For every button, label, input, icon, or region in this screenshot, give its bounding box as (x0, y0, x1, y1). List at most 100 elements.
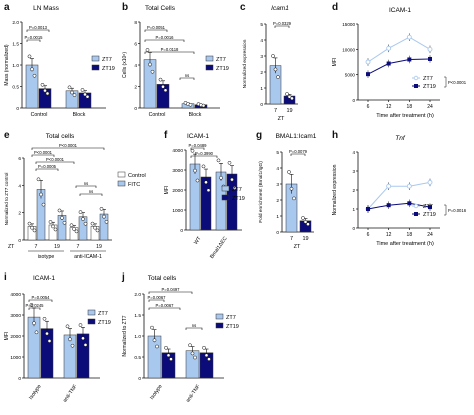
data-point (145, 48, 150, 52)
significance-label: P=0.0118 (161, 47, 179, 52)
series-line (367, 181, 431, 210)
significance-label: P=0.0016 (155, 35, 174, 40)
data-point (195, 178, 200, 183)
data-point (193, 355, 197, 360)
data-point (427, 46, 433, 52)
data-point (188, 102, 193, 107)
panel-i: i ICAM-1 0 1000 2000 3000 4000 MFI Isotype anti-… (0, 270, 118, 410)
x-tick-label: 7 (274, 108, 277, 114)
data-point (68, 337, 72, 342)
data-point (206, 188, 211, 193)
data-point (102, 214, 106, 219)
panel-d-chart: ICAM-1 0 5000 10000 15000 MFI 6 12 18 24 Time afte… (332, 7, 467, 119)
chart-title: Tnf (395, 135, 406, 142)
y-tick-label: 0 (180, 228, 183, 234)
data-point (39, 192, 43, 197)
data-point (271, 54, 275, 58)
significance-bracket (444, 204, 447, 216)
data-point (78, 210, 83, 214)
significance-label: P=0.3990 (195, 151, 214, 156)
y-tick-label: 5 (276, 150, 279, 156)
panel-j-chart: Total cells 0 0.5 1.0 1.5 2.0 Normalized to ZT… (122, 275, 239, 404)
data-point (81, 336, 85, 341)
y-tick-label: 2000 (172, 188, 183, 194)
y-axis-label: MFI (4, 332, 10, 341)
significance-label: P=0.0016 (448, 208, 467, 213)
x-axis-label: ZT (278, 116, 285, 122)
y-tick-label: 4 (260, 38, 263, 44)
panel-i-chart: ICAM-1 0 1000 2000 3000 4000 MFI Isotype anti-TN… (4, 275, 111, 404)
panel-c-letter: c (240, 2, 246, 13)
panel-h: h Tnf 0 1 2 3 4 Normalized expression 6 12 18 24 Ti… (328, 128, 474, 270)
legend-swatch (91, 64, 100, 71)
y-tick-label: 1 (276, 214, 279, 220)
significance-bracket (31, 147, 105, 150)
y-tick-label: 0 (134, 106, 137, 112)
panel-e-chart: Total cells 0 2 4 6 Normalized to ZT7 control… (4, 133, 146, 260)
legend-swatch (221, 194, 230, 201)
significance-label: P=0.0051 (147, 25, 166, 30)
y-tick-label: 0.5 (12, 85, 19, 91)
y-tick-label: 2000 (10, 334, 21, 340)
data-point (69, 223, 74, 228)
y-tick-label: 3 (352, 169, 355, 174)
legend-swatch (215, 313, 224, 320)
y-tick-label: 1 (260, 86, 263, 92)
significance-bracket (26, 29, 50, 32)
data-point (163, 88, 168, 93)
x-tick-label: Block (189, 112, 202, 118)
data-point (232, 186, 237, 190)
panel-g-chart: BMAL1:Icam1 0 1 2 3 4 5 Fold enrichment (Bmal1/… (258, 133, 317, 250)
x-tick-label: 6 (367, 104, 370, 110)
data-point (53, 227, 58, 232)
data-point (201, 103, 206, 108)
chart-title: Total cells (148, 275, 177, 282)
data-point (83, 343, 88, 347)
data-point (169, 357, 173, 361)
y-axis-label: Normalized to ZT7 control (4, 173, 9, 226)
data-point (150, 325, 154, 330)
data-point (99, 206, 104, 211)
x-tick-label: Bmal1ΔEC (209, 236, 229, 260)
significance-bracket (28, 307, 41, 310)
y-tick-label: 0 (16, 106, 19, 112)
data-point (32, 321, 36, 326)
y-tick-label: 8 (134, 20, 137, 26)
data-point (204, 180, 208, 185)
x-tick-label: 18 (407, 232, 413, 238)
data-point (366, 72, 370, 77)
panel-b-chart: Total Cells 0 2 4 6 8 Cells (x10⁶) Control Block… (122, 5, 229, 118)
data-point (30, 67, 34, 72)
data-point (273, 67, 278, 72)
data-point (36, 177, 41, 182)
legend-swatch (413, 203, 419, 209)
data-point (216, 158, 221, 163)
data-point (386, 61, 391, 66)
data-point (72, 227, 76, 231)
y-tick-label: 2.0 (12, 20, 19, 26)
significance-bracket (190, 147, 205, 150)
data-point (202, 345, 206, 350)
x-tick-label: 7 (35, 244, 38, 250)
y-tick-label: 4000 (10, 292, 21, 298)
data-point (164, 345, 168, 350)
y-tick-label: 0 (18, 376, 21, 382)
significance-bracket (26, 39, 41, 42)
y-axis-label: Fold enrichment (Bmal1/IgG) (258, 161, 264, 223)
x-tick-label: 18 (407, 104, 413, 110)
significance-label: P<0.0001 (46, 157, 65, 162)
legend-label: ZT7 (226, 315, 236, 321)
panel-f-chart: ICAM-1 0 1000 2000 3000 4000 MFI WT Bmal1ΔEC P=0.… (164, 133, 245, 260)
data-point (67, 85, 72, 90)
y-tick-label: 2 (276, 198, 279, 204)
legend-swatch (414, 212, 418, 216)
x-axis-label: Time after treatment (h) (376, 241, 434, 247)
y-tick-label: 1000 (172, 208, 183, 214)
significance-bracket (290, 153, 306, 156)
y-tick-label: 1000 (10, 355, 21, 361)
y-tick-label: 3000 (10, 313, 21, 319)
data-point (406, 34, 412, 40)
y-tick-label: 0 (352, 226, 355, 231)
x-tick-label: 7 (290, 236, 293, 242)
series-line (367, 58, 431, 75)
